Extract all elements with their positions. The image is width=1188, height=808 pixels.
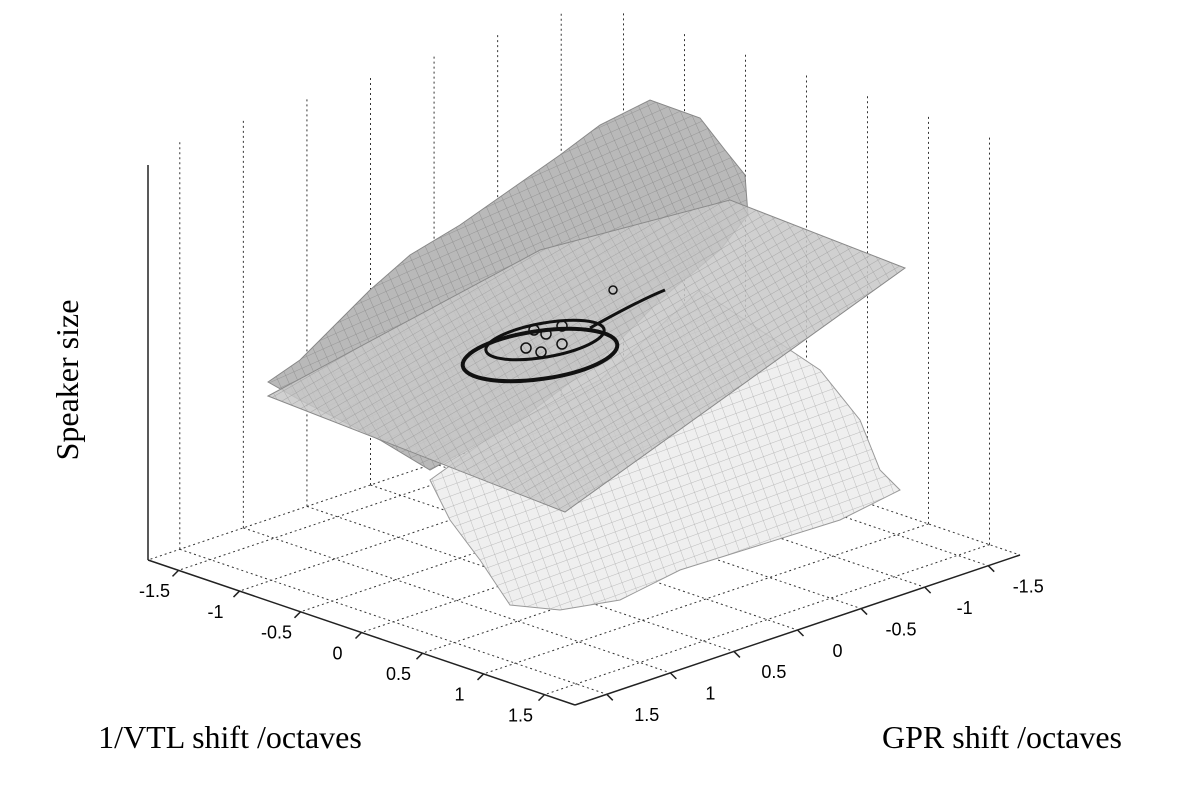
y-tick-label: -1	[957, 598, 973, 618]
tick-mark	[171, 569, 180, 577]
axes-box	[147, 10, 1021, 706]
axis-line	[147, 409, 594, 561]
tick-mark	[476, 673, 485, 681]
y-tick-label: -1.5	[1013, 576, 1044, 596]
grid-line	[243, 527, 671, 674]
grid-line	[361, 482, 807, 633]
x-axis-label: 1/VTL shift /octaves	[98, 719, 362, 755]
x-tick-label: -1	[207, 602, 223, 622]
tick-mark	[293, 611, 302, 619]
tick-mark	[796, 629, 805, 637]
tick-mark	[415, 652, 424, 660]
x-tick-label: -0.5	[261, 623, 292, 643]
grid-line	[300, 461, 746, 613]
tick-mark	[232, 590, 241, 598]
tick-mark	[606, 693, 614, 701]
y-tick-label: 0	[832, 641, 842, 661]
tick-mark	[733, 650, 741, 658]
x-tick-label: 0	[332, 643, 342, 663]
tick-mark	[354, 631, 363, 640]
grid-line	[178, 419, 624, 571]
x-tick-label: 1.5	[508, 705, 533, 725]
y-tick-label: 0.5	[761, 662, 786, 682]
tick-mark	[987, 565, 995, 573]
tick-mark	[669, 672, 677, 680]
x-tick-label: -1.5	[139, 581, 170, 601]
grid-line	[239, 440, 685, 592]
y-tick-label: 1.5	[634, 705, 659, 725]
trajectory	[460, 288, 666, 384]
grid-line	[483, 523, 929, 675]
x-tick-label: 0.5	[386, 664, 411, 684]
grid-line	[422, 502, 868, 654]
tick-mark	[860, 608, 868, 616]
points	[520, 285, 618, 358]
y-axis-label: GPR shift /octaves	[882, 719, 1122, 755]
y-tick-label: -0.5	[886, 619, 917, 639]
z-axis-label: Speaker size	[49, 300, 85, 461]
y-tick-label: 1	[705, 684, 715, 704]
tick-mark	[537, 694, 546, 702]
x-tick-label: 1	[454, 685, 464, 705]
grid-line	[179, 548, 607, 695]
grid-line	[544, 544, 990, 696]
tick-mark	[924, 586, 932, 594]
plane	[266, 199, 907, 513]
surface-lower	[429, 289, 901, 611]
